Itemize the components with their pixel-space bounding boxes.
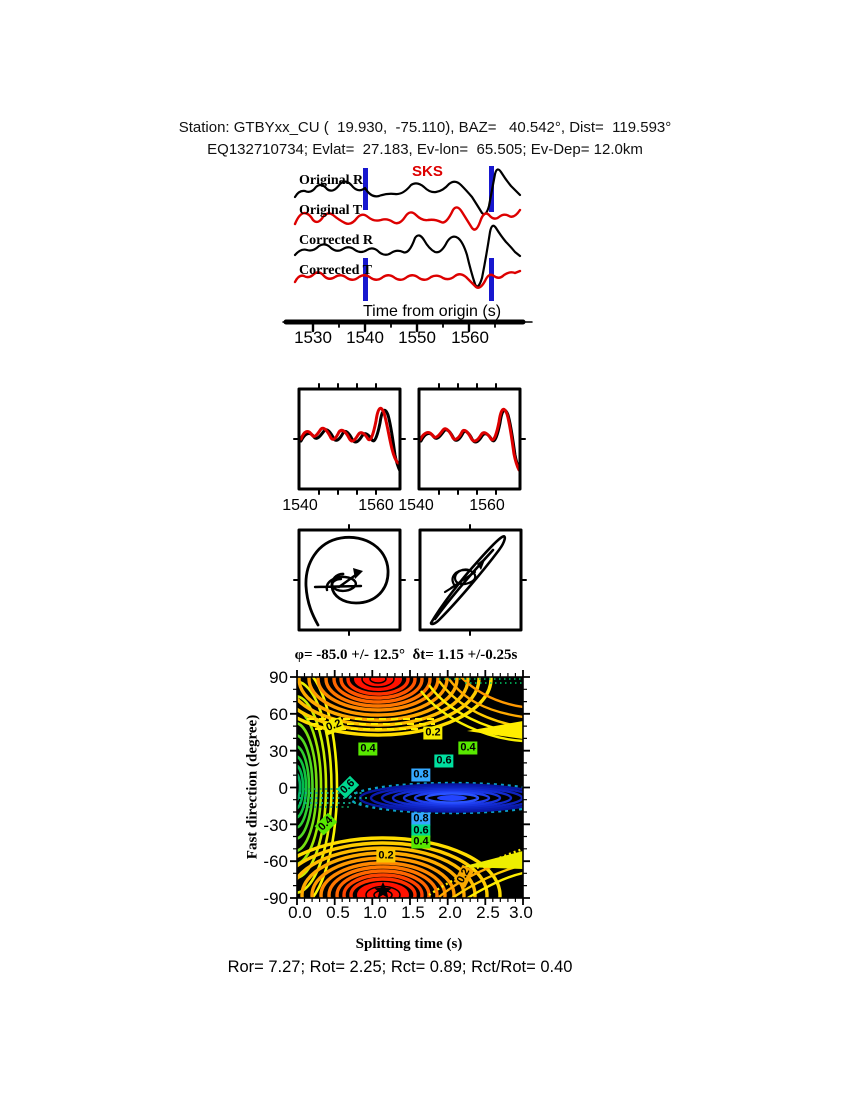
quality-factors-line: Ror= 7.27; Rot= 2.25; Rct= 0.89; Rct/Rot… (227, 958, 573, 976)
contour-x-minor-ticks (303, 673, 516, 902)
contour-label-2: 0.4 (358, 742, 378, 756)
particle-motion-frame-ticks (293, 524, 527, 636)
window-start-marker-bottom[interactable] (363, 258, 368, 301)
contour-label-9: 0.4 (411, 835, 431, 849)
time-tick-1560: 1560 (451, 328, 489, 347)
seismogram-plot (282, 166, 533, 333)
overlay-tick-0: 1540 (282, 497, 318, 514)
overlay-tick-3: 1560 (469, 497, 505, 514)
corrected-r-trace (293, 224, 522, 288)
overlay-right-black-trace (419, 408, 520, 473)
xtick-0: 0.0 (288, 903, 312, 922)
contour-y-minor-ticks (293, 688, 527, 887)
time-axis-major-ticks (311, 320, 471, 333)
corrected-t-trace (293, 269, 522, 289)
event-title-line: EQ132710734; Evlat= 27.183, Ev-lon= 65.5… (207, 141, 643, 158)
original-r-trace (293, 168, 522, 216)
contour-label-1: 0.2 (423, 726, 443, 740)
waveform-overlay-panels (293, 383, 526, 495)
window-end-marker-bottom[interactable] (489, 258, 494, 301)
xtick-1: 0.5 (326, 903, 350, 922)
time-tick-1530: 1530 (294, 328, 332, 347)
contour-label-4: 0.6 (434, 754, 454, 768)
particle-motion-corrected-curve (429, 535, 507, 626)
time-tick-1550: 1550 (398, 328, 436, 347)
splitting-result-line: φ= -85.0 +/- 12.5° δt= 1.15 +/-0.25s (294, 647, 518, 663)
particle-motion-original-arrowhead (353, 568, 363, 579)
contour-label-3: 0.4 (458, 741, 478, 755)
contour-x-major-ticks (296, 670, 524, 905)
xtick-3: 1.5 (401, 903, 425, 922)
time-axis-label: Time from origin (s) (362, 303, 502, 320)
trace-label-corrected-r: Corrected R (299, 233, 373, 248)
xtick-6: 3.0 (509, 903, 533, 922)
xtick-4: 2.0 (438, 903, 462, 922)
ytick-n30: -30 (263, 816, 288, 835)
xtick-5: 2.5 (476, 903, 500, 922)
particle-motion-panels (293, 524, 527, 636)
trace-label-original-t: Original T (299, 203, 363, 218)
overlay-frame-ticks (293, 383, 526, 495)
contour-label-11: 0.2 (376, 849, 396, 863)
overlay-left-red-trace (299, 406, 400, 465)
misfit-contour-plot (290, 670, 530, 905)
ytick-60: 60 (269, 705, 288, 724)
contour-label-8: 0.6 (411, 824, 431, 838)
station-title-line: Station: GTBYxx_CU ( 19.930, -75.110), B… (178, 119, 672, 136)
sks-phase-label: SKS (412, 163, 443, 180)
ytick-n60: -60 (263, 852, 288, 871)
overlay-right-red-trace (419, 407, 520, 472)
particle-motion-corrected-scribble (443, 568, 477, 594)
xtick-2: 1.0 (363, 903, 387, 922)
ytick-30: 30 (269, 742, 288, 761)
best-fit-star-icon (374, 882, 392, 898)
ytick-90: 90 (269, 668, 288, 687)
top-minimum-rings (297, 677, 493, 737)
ytick-0: 0 (278, 779, 288, 798)
time-tick-1540: 1540 (346, 328, 384, 347)
overlay-left-black-trace (299, 408, 400, 473)
overlay-tick-2: 1540 (398, 497, 434, 514)
original-t-trace (293, 206, 522, 231)
ytick-n90: -90 (263, 889, 288, 908)
contour-y-major-ticks (290, 676, 530, 899)
contour-label-7: 0.8 (411, 812, 431, 826)
trace-label-corrected-t: Corrected T (299, 263, 372, 278)
top-right-contours (420, 677, 523, 743)
overlay-tick-1: 1560 (358, 497, 394, 514)
time-axis-minor-ticks (338, 321, 496, 328)
contour-label-5: 0.8 (411, 768, 431, 782)
trace-label-original-r: Original R (299, 173, 364, 188)
particle-motion-original-scribble (313, 572, 363, 593)
misfit-maximum-rings (299, 781, 523, 815)
contour-xlabel: Splitting time (s) (355, 936, 463, 952)
particle-motion-corrected-arrowhead (477, 557, 486, 570)
